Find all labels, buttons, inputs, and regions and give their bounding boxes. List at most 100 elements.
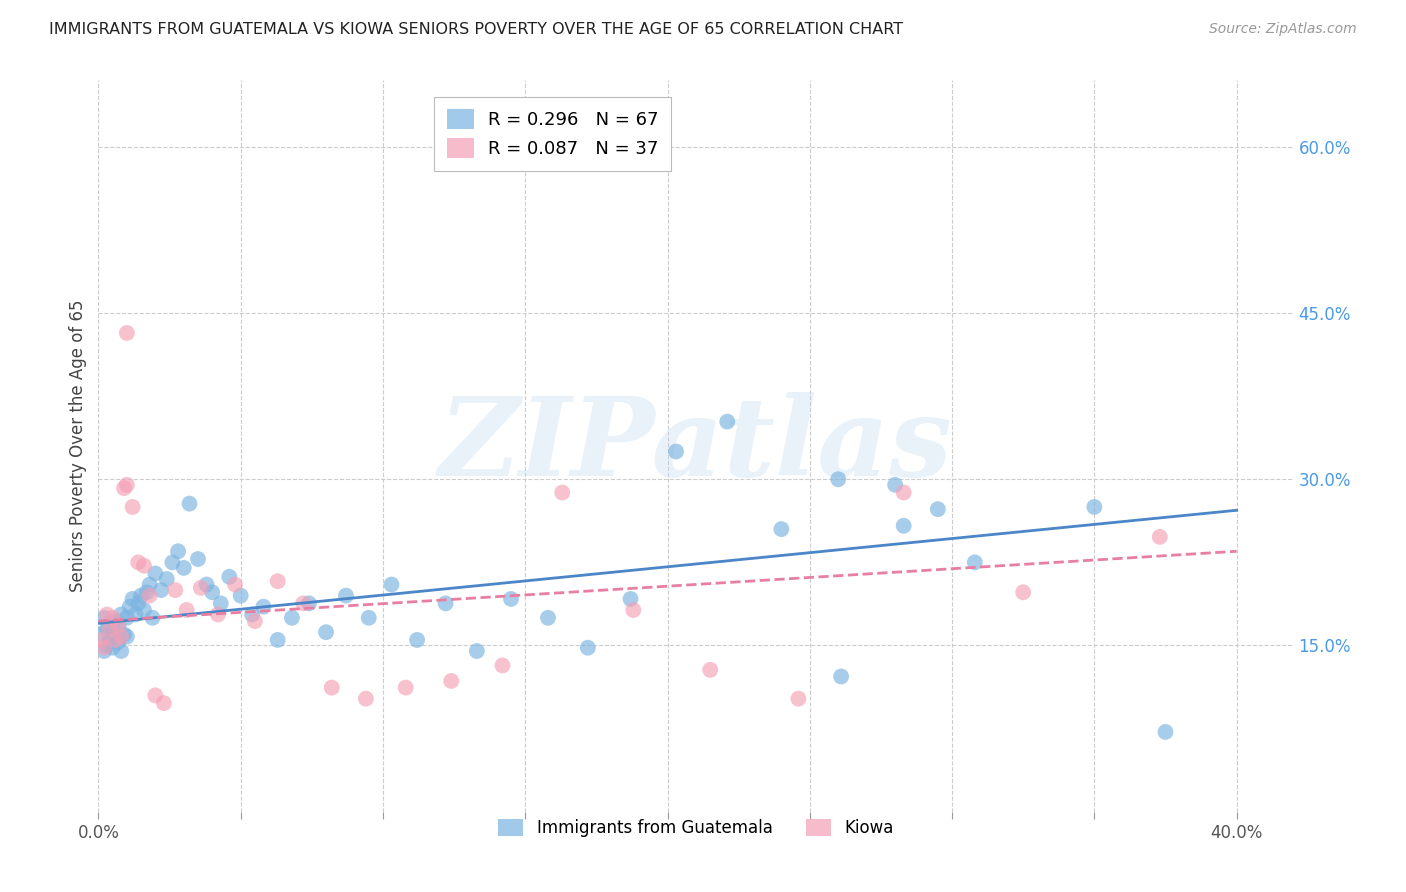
Point: [101, 625, 124, 640]
Point: [115, 630, 138, 644]
Point: [576, 640, 599, 655]
Point: [112, 627, 135, 641]
Point: [104, 630, 127, 644]
Point: [121, 591, 143, 606]
Text: Source: ZipAtlas.com: Source: ZipAtlas.com: [1209, 22, 1357, 37]
Point: [98, 616, 121, 631]
Y-axis label: Seniors Poverty Over the Age of 65: Seniors Poverty Over the Age of 65: [69, 300, 87, 592]
Point: [156, 572, 179, 586]
Point: [827, 472, 849, 486]
Point: [267, 632, 290, 647]
Point: [716, 415, 738, 429]
Point: [153, 696, 176, 710]
Point: [281, 611, 304, 625]
Point: [893, 485, 915, 500]
Point: [195, 577, 218, 591]
Point: [499, 591, 522, 606]
Point: [138, 589, 160, 603]
Point: [104, 632, 127, 647]
Point: [357, 611, 380, 625]
Point: [132, 558, 155, 573]
Point: [787, 691, 810, 706]
Point: [395, 681, 418, 695]
Point: [115, 477, 138, 491]
Point: [107, 635, 129, 649]
Point: [110, 630, 132, 644]
Point: [1149, 530, 1171, 544]
Point: [619, 591, 641, 606]
Point: [699, 663, 721, 677]
Point: [179, 497, 201, 511]
Point: [830, 669, 852, 683]
Point: [96, 607, 118, 622]
Point: [240, 607, 263, 622]
Point: [96, 622, 118, 636]
Point: [224, 577, 246, 591]
Point: [207, 607, 229, 622]
Point: [1012, 585, 1035, 599]
Point: [770, 522, 793, 536]
Point: [229, 589, 252, 603]
Point: [434, 596, 457, 610]
Point: [150, 583, 173, 598]
Point: [243, 614, 266, 628]
Point: [1154, 725, 1177, 739]
Point: [465, 644, 488, 658]
Point: [90, 632, 112, 647]
Point: [491, 658, 513, 673]
Text: IMMIGRANTS FROM GUATEMALA VS KIOWA SENIORS POVERTY OVER THE AGE OF 65 CORRELATIO: IMMIGRANTS FROM GUATEMALA VS KIOWA SENIO…: [49, 22, 903, 37]
Point: [665, 444, 688, 458]
Text: ZIPatlas: ZIPatlas: [439, 392, 953, 500]
Point: [537, 611, 560, 625]
Point: [167, 544, 190, 558]
Point: [190, 581, 212, 595]
Point: [107, 618, 129, 632]
Point: [440, 673, 463, 688]
Point: [1083, 500, 1105, 514]
Point: [121, 500, 143, 514]
Point: [143, 689, 166, 703]
Point: [90, 627, 112, 641]
Point: [187, 552, 209, 566]
Point: [298, 596, 321, 610]
Point: [129, 589, 152, 603]
Point: [173, 561, 195, 575]
Point: [141, 611, 163, 625]
Point: [138, 577, 160, 591]
Point: [252, 599, 274, 614]
Point: [110, 644, 132, 658]
Point: [201, 585, 224, 599]
Point: [927, 502, 949, 516]
Point: [406, 632, 429, 647]
Point: [98, 622, 121, 636]
Point: [104, 614, 127, 628]
Point: [124, 607, 146, 622]
Point: [176, 603, 198, 617]
Point: [135, 585, 157, 599]
Point: [551, 485, 574, 500]
Point: [321, 681, 343, 695]
Point: [335, 589, 357, 603]
Point: [267, 574, 290, 589]
Point: [127, 555, 149, 569]
Point: [621, 603, 644, 617]
Point: [292, 596, 315, 610]
Point: [96, 639, 118, 653]
Point: [110, 607, 132, 622]
Point: [165, 583, 187, 598]
Point: [127, 596, 149, 610]
Point: [93, 644, 115, 658]
Point: [98, 632, 121, 647]
Point: [112, 481, 135, 495]
Legend: Immigrants from Guatemala, Kiowa: Immigrants from Guatemala, Kiowa: [492, 812, 900, 844]
Point: [93, 611, 115, 625]
Point: [963, 555, 986, 569]
Point: [93, 640, 115, 655]
Point: [107, 618, 129, 632]
Point: [209, 596, 232, 610]
Point: [315, 625, 337, 640]
Point: [218, 570, 240, 584]
Point: [380, 577, 402, 591]
Point: [143, 566, 166, 581]
Point: [101, 611, 124, 625]
